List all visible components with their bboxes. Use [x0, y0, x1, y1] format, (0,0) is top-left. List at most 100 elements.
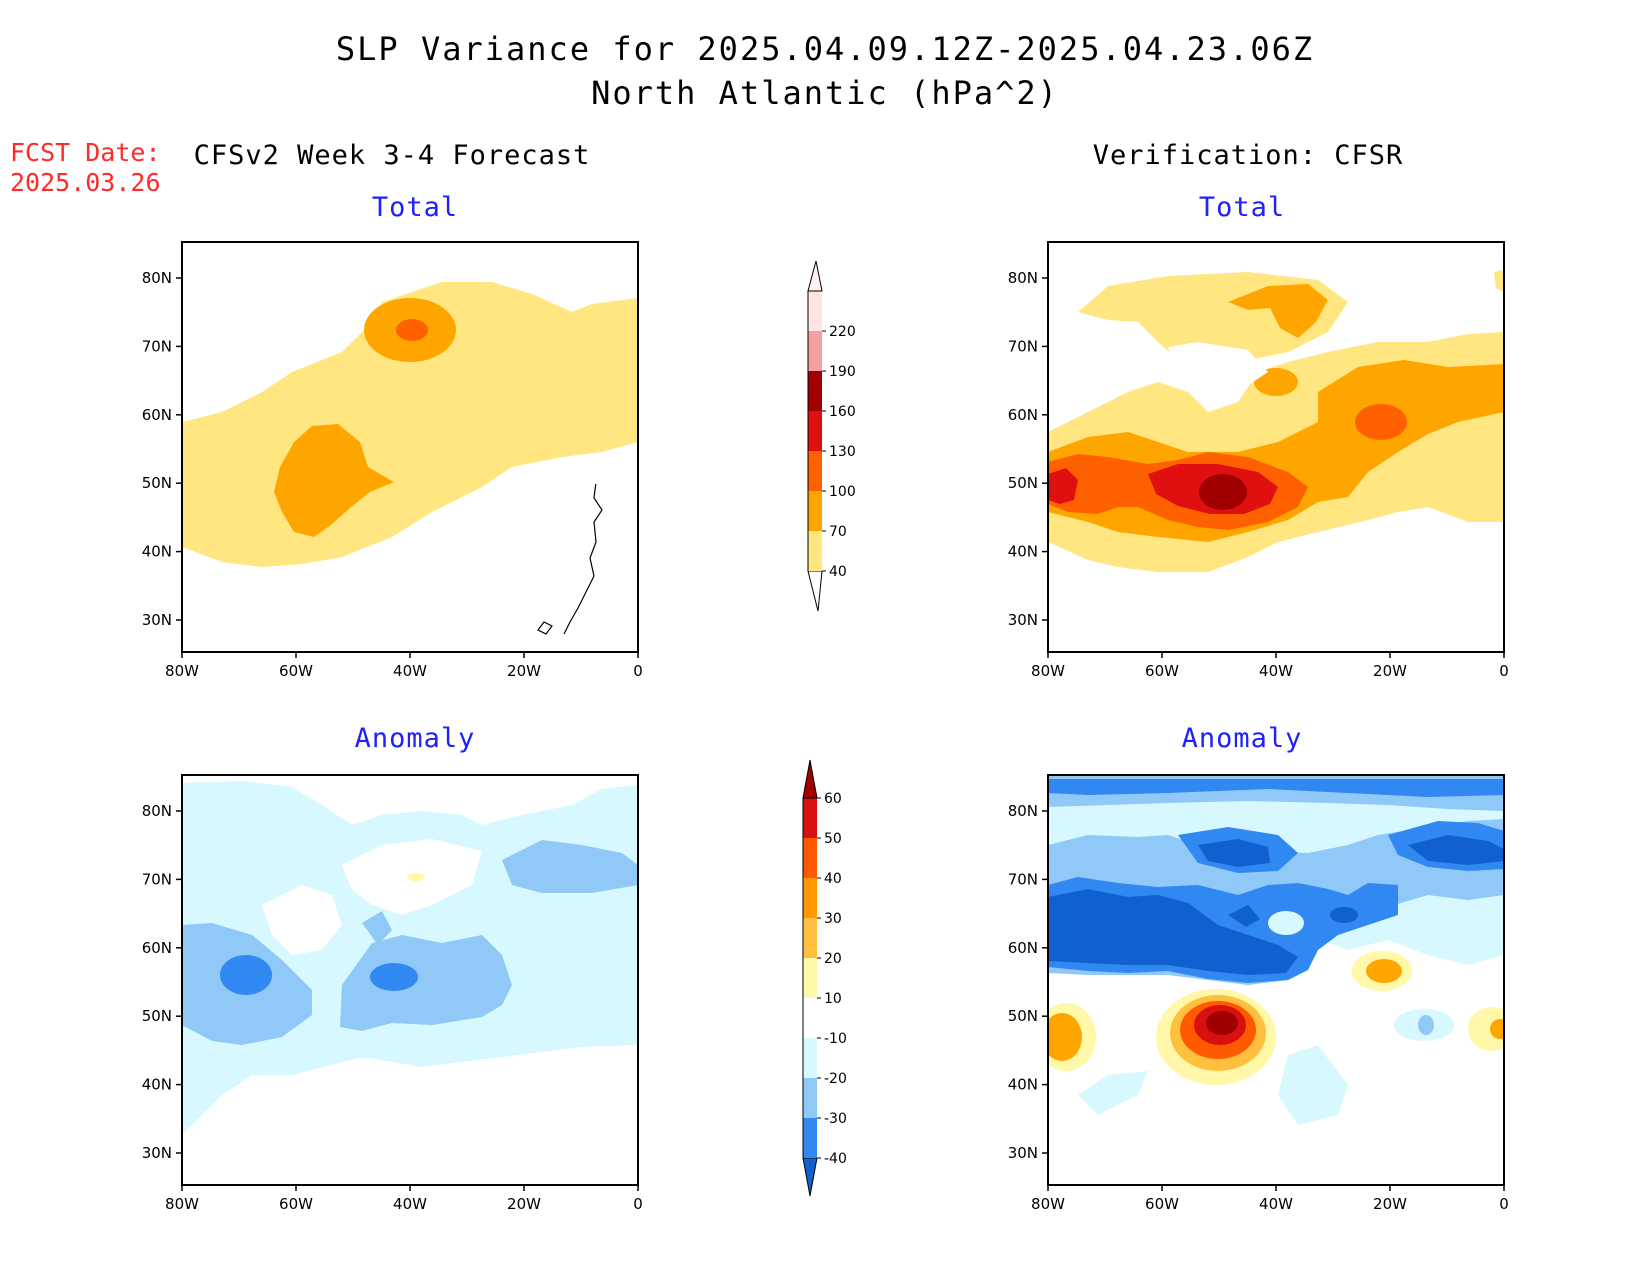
forecast-anomaly-lat-tick-label: 30N	[142, 1144, 172, 1162]
verification-anomaly-gap	[1268, 911, 1304, 935]
colorbar-anomaly-label: 10	[824, 991, 842, 1007]
forecast-date-value: 2025.03.26	[10, 168, 161, 197]
colorbar-anomaly: -40 -30 -20 -10 10 20 30 40 50 60	[802, 759, 847, 1197]
verification-total-lon-tick-label: 80W	[1031, 662, 1065, 680]
verification-anomaly-title: Anomaly	[1181, 723, 1303, 754]
forecast-total-lat-tick-label: 80N	[142, 269, 172, 287]
verification-anomaly-fill-neg40	[1048, 889, 1298, 975]
forecast-date-block: FCST Date: 2025.03.26	[10, 138, 161, 198]
verification-anomaly-fill-neg10-sw	[1078, 1071, 1148, 1115]
colorbar-total-swatch	[808, 291, 822, 331]
forecast-total-fill-70-south	[274, 424, 394, 537]
colorbar-total-label: 70	[829, 524, 847, 540]
figure-title: SLP Variance for 2025.04.09.12Z-2025.04.…	[335, 30, 1315, 68]
forecast-column-title: CFSv2 Week 3-4 Forecast	[193, 140, 591, 171]
colorbar-anomaly-label: 20	[824, 951, 842, 967]
colorbar-anomaly-label: 30	[824, 911, 842, 927]
colorbar-total-swatch	[808, 491, 822, 531]
verification-column-title: Verification: CFSR	[1092, 140, 1404, 171]
verification-total-fill-40-edge	[1494, 270, 1504, 292]
colorbar-total: 40 70 100 130 160 190 220	[807, 260, 856, 612]
verification-total-lat-tick-label: 30N	[1008, 611, 1038, 629]
verification-total-map	[1048, 242, 1504, 652]
forecast-total-lat-tick-label: 40N	[142, 543, 172, 561]
forecast-total-lon-tick-label: 80W	[165, 662, 199, 680]
verification-anomaly-fill-neg30-top	[1048, 779, 1504, 797]
forecast-anomaly-lon-tick-label: 0	[633, 1195, 643, 1213]
verification-total-lat-tick-label: 60N	[1008, 406, 1038, 424]
verification-anomaly-fill-pos10-edge	[1468, 1007, 1504, 1051]
colorbar-anomaly-upper-extension	[802, 759, 818, 799]
verification-anomaly-fill-neg10-south	[1278, 1045, 1348, 1125]
verification-anomaly-lat-tick-label: 40N	[1008, 1076, 1038, 1094]
verification-total-lon-tick-label: 20W	[1373, 662, 1407, 680]
verification-total-lat-tick-label: 40N	[1008, 543, 1038, 561]
colorbar-anomaly-label: -10	[824, 1031, 847, 1047]
colorbar-anomaly-label: 60	[824, 791, 842, 807]
verification-total-lat-tick-label: 80N	[1008, 269, 1038, 287]
axis-ticks: 80N 70N 60N 50N 40N 30N 80W 60W 40W 20W 0 80N 70N 60N…	[142, 269, 1509, 1213]
forecast-total-lat-tick-label: 50N	[142, 474, 172, 492]
verification-total-fill-160	[1199, 474, 1247, 510]
verification-anomaly-fill-neg20-spot	[1418, 1015, 1434, 1035]
forecast-anomaly-lat-tick-label: 80N	[142, 802, 172, 820]
verification-anomaly-lat-tick-label: 60N	[1008, 939, 1038, 957]
verification-anomaly-map	[1048, 775, 1504, 1185]
colorbar-anomaly-label: 40	[824, 871, 842, 887]
colorbar-anomaly-label: -40	[824, 1151, 847, 1167]
colorbar-total-upper-extension	[807, 260, 823, 292]
verification-total-lon-tick-label: 60W	[1145, 662, 1179, 680]
forecast-total-lon-tick-label: 40W	[393, 662, 427, 680]
verification-anomaly-lat-tick-label: 80N	[1008, 802, 1038, 820]
verification-total-title: Total	[1198, 192, 1286, 223]
verification-anomaly-fill-pos30-west	[1048, 1013, 1082, 1061]
colorbar-anomaly-label: -20	[824, 1071, 847, 1087]
colorbar-total-label: 40	[829, 564, 847, 580]
verification-anomaly-fill-pos30-east	[1366, 959, 1402, 983]
verification-anomaly-fill-neg40-spot	[1330, 907, 1358, 923]
colorbar-total-swatch	[808, 531, 822, 571]
verification-total-lon-tick-label: 40W	[1259, 662, 1293, 680]
forecast-anomaly-lon-tick-label: 40W	[393, 1195, 427, 1213]
forecast-total-lat-tick-label: 70N	[142, 337, 172, 355]
verification-anomaly-lon-tick-label: 20W	[1373, 1195, 1407, 1213]
forecast-anomaly-lon-tick-label: 80W	[165, 1195, 199, 1213]
colorbar-anomaly-label: -30	[824, 1111, 847, 1127]
forecast-anomaly-fill-pos10	[407, 873, 425, 881]
verification-anomaly-lon-tick-label: 0	[1499, 1195, 1509, 1213]
colorbar-total-label: 220	[829, 324, 856, 340]
forecast-anomaly-title: Anomaly	[354, 723, 476, 754]
colorbar-anomaly-swatch	[803, 838, 817, 878]
forecast-anomaly-white-bottom	[182, 1045, 638, 1185]
verification-total-fill-70-spot	[1254, 368, 1298, 396]
forecast-anomaly-lat-tick-label: 70N	[142, 870, 172, 888]
colorbar-anomaly-label: 50	[824, 831, 842, 847]
forecast-total-lat-tick-label: 30N	[142, 611, 172, 629]
verification-total-gap	[1168, 342, 1268, 392]
forecast-anomaly-lon-tick-label: 20W	[507, 1195, 541, 1213]
colorbar-anomaly-swatch	[803, 998, 817, 1038]
forecast-anomaly-map	[182, 775, 638, 1185]
verification-anomaly-fill-neg40-east	[1408, 835, 1504, 865]
figure-subtitle: North Atlantic (hPa^2)	[591, 74, 1059, 112]
forecast-anomaly-white-top	[182, 775, 638, 825]
verification-anomaly-fill-neg40-north	[1198, 839, 1270, 867]
colorbar-total-label: 160	[829, 404, 856, 420]
verification-anomaly-fill-neg40-small	[1228, 905, 1260, 927]
forecast-anomaly-fill-neg20-small	[362, 911, 392, 945]
colorbar-anomaly-swatch	[803, 878, 817, 918]
forecast-anomaly-lon-tick-label: 60W	[279, 1195, 313, 1213]
colorbar-anomaly-swatch	[803, 798, 817, 838]
verification-anomaly-lat-tick-label: 30N	[1008, 1144, 1038, 1162]
colorbar-anomaly-swatch	[803, 958, 817, 998]
verification-total-fill-100-east	[1355, 404, 1407, 440]
colorbar-anomaly-lower-extension	[802, 1157, 818, 1197]
forecast-anomaly-lat-tick-label: 60N	[142, 939, 172, 957]
verification-anomaly-lon-tick-label: 40W	[1259, 1195, 1293, 1213]
verification-anomaly-fill-pos30-edge	[1490, 1019, 1504, 1039]
colorbar-total-lower-extension	[807, 570, 823, 612]
forecast-total-map	[182, 242, 638, 652]
forecast-total-lat-tick-label: 60N	[142, 406, 172, 424]
colorbar-total-label: 100	[829, 484, 856, 500]
